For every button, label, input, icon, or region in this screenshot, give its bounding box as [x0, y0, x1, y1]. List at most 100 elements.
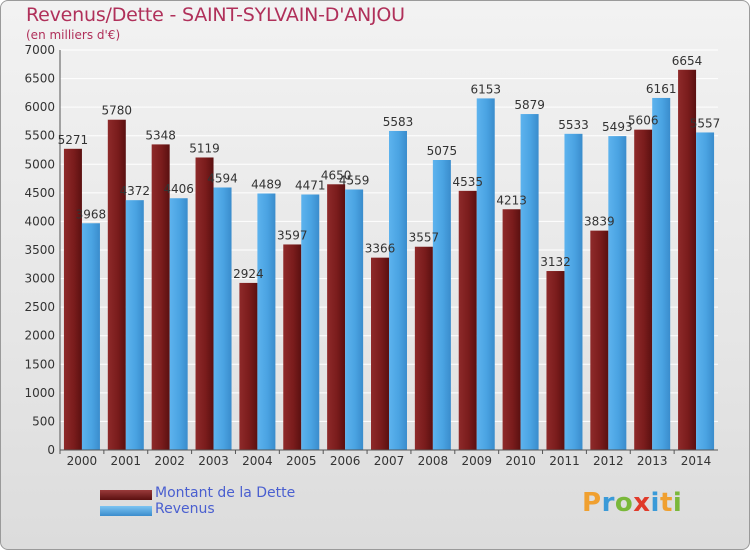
y-tick-label: 2000 — [24, 329, 55, 343]
bar-debt — [546, 271, 565, 450]
bar-revenue — [389, 130, 407, 450]
bar-revenue — [476, 98, 495, 451]
logo-letter: t — [659, 488, 673, 518]
data-label-revenue: 4594 — [207, 171, 238, 185]
legend-label-debt: Montant de la Dette — [155, 485, 296, 501]
x-tick-label: 2009 — [461, 454, 492, 468]
bar-revenue — [652, 97, 671, 450]
y-tick-label: 6000 — [24, 100, 55, 114]
bar-debt — [283, 244, 302, 450]
x-tick-label: 2006 — [330, 454, 361, 468]
data-label-revenue: 5583 — [383, 115, 414, 129]
bar-debt — [151, 144, 170, 450]
bar-revenue — [301, 194, 320, 450]
y-tick-label: 500 — [32, 414, 55, 428]
logo-letter: i — [672, 488, 683, 518]
chart-title: Revenus/Dette - SAINT-SYLVAIN-D'ANJOU — [26, 4, 405, 26]
data-label-revenue: 3968 — [76, 207, 107, 221]
data-label-revenue: 5075 — [427, 144, 458, 158]
y-tick-label: 4500 — [24, 186, 55, 200]
bar-revenue — [520, 114, 539, 451]
x-tick-label: 2011 — [549, 454, 580, 468]
bar-debt — [239, 282, 258, 450]
data-label-debt: 5348 — [145, 128, 176, 142]
y-tick-label: 1500 — [24, 357, 55, 371]
bar-debt — [327, 184, 346, 451]
logo-letter: i — [650, 488, 660, 518]
y-tick-label: 2500 — [24, 300, 55, 314]
data-label-revenue: 5493 — [602, 120, 633, 134]
data-label-revenue: 4471 — [295, 179, 326, 193]
data-label-revenue: 5557 — [690, 116, 721, 130]
logo-letter: x — [633, 488, 651, 518]
y-tick-label: 4000 — [24, 214, 55, 228]
bar-revenue — [213, 187, 232, 450]
data-label-revenue: 4372 — [120, 184, 151, 198]
logo-letter: o — [614, 488, 634, 518]
x-tick-label: 2010 — [505, 454, 536, 468]
bar-debt — [195, 157, 214, 450]
data-label-revenue: 4489 — [251, 177, 282, 191]
y-tick-label: 7000 — [24, 43, 55, 57]
y-tick-label: 5000 — [24, 157, 55, 171]
bar-revenue — [432, 160, 451, 450]
x-tick-label: 2007 — [374, 454, 405, 468]
bar-revenue — [257, 193, 276, 450]
data-label-debt: 3597 — [277, 228, 308, 242]
legend-swatch-revenue — [100, 506, 152, 516]
y-tick-label: 5500 — [24, 129, 55, 143]
bar-debt — [414, 246, 433, 450]
y-tick-label: 0 — [47, 443, 55, 457]
bar-debt — [371, 257, 389, 450]
x-tick-label: 2003 — [198, 454, 229, 468]
data-label-debt: 4213 — [496, 193, 527, 207]
data-label-revenue: 4559 — [339, 173, 370, 187]
data-label-debt: 5780 — [102, 104, 133, 118]
data-label-revenue: 6153 — [470, 82, 501, 96]
bar-revenue — [696, 132, 715, 450]
bar-revenue — [81, 223, 100, 450]
data-label-revenue: 5879 — [514, 98, 545, 112]
bar-debt — [107, 119, 126, 450]
y-tick-label: 6500 — [24, 72, 55, 86]
bars — [63, 69, 715, 451]
bar-debt — [458, 190, 477, 450]
bar-debt — [590, 230, 609, 450]
x-tick-label: 2000 — [67, 454, 98, 468]
y-axis: 0 500 1000 1500 2000 2500 3000 3500 4000 4500 5000… — [24, 43, 61, 457]
logo-letter: P — [582, 488, 602, 518]
y-tick-label: 1000 — [24, 386, 55, 400]
data-label-revenue: 4406 — [163, 182, 194, 196]
data-label-debt: 4650 — [321, 168, 352, 182]
data-label-revenue: 5533 — [558, 118, 589, 132]
y-tick-label: 3500 — [24, 243, 55, 257]
legend-label-revenue: Revenus — [155, 501, 215, 517]
data-label-debt: 5606 — [628, 114, 659, 128]
x-tick-label: 2002 — [154, 454, 185, 468]
data-labels: 5271 3968 5780 4372 5348 4406 5119 4594 2924 4489… — [58, 54, 721, 281]
x-tick-label: 2005 — [286, 454, 317, 468]
data-label-debt: 3557 — [409, 231, 440, 245]
x-axis: 2000 2001 2002 2003 2004 2005 2006 2007 2008 2009… — [59, 449, 718, 468]
data-label-debt: 5119 — [189, 141, 220, 155]
bar-revenue — [608, 136, 627, 450]
logo-letter: r — [601, 488, 615, 518]
x-tick-label: 2013 — [637, 454, 668, 468]
bar-debt — [634, 129, 653, 450]
x-tick-label: 2004 — [242, 454, 273, 468]
x-tick-label: 2012 — [593, 454, 624, 468]
x-tick-label: 2014 — [681, 454, 712, 468]
bar-revenue — [169, 198, 188, 450]
bar-debt — [678, 69, 697, 451]
proxiti-logo: Proxiti — [582, 488, 682, 518]
data-label-debt: 3132 — [540, 255, 571, 269]
data-label-debt: 2924 — [233, 267, 264, 281]
bar-revenue — [345, 189, 364, 450]
data-label-debt: 6654 — [672, 54, 703, 68]
data-label-debt: 5271 — [58, 133, 89, 147]
data-label-debt: 3839 — [584, 215, 615, 229]
bar-revenue — [125, 200, 144, 450]
bar-debt — [502, 209, 521, 450]
data-label-debt: 4535 — [452, 175, 483, 189]
